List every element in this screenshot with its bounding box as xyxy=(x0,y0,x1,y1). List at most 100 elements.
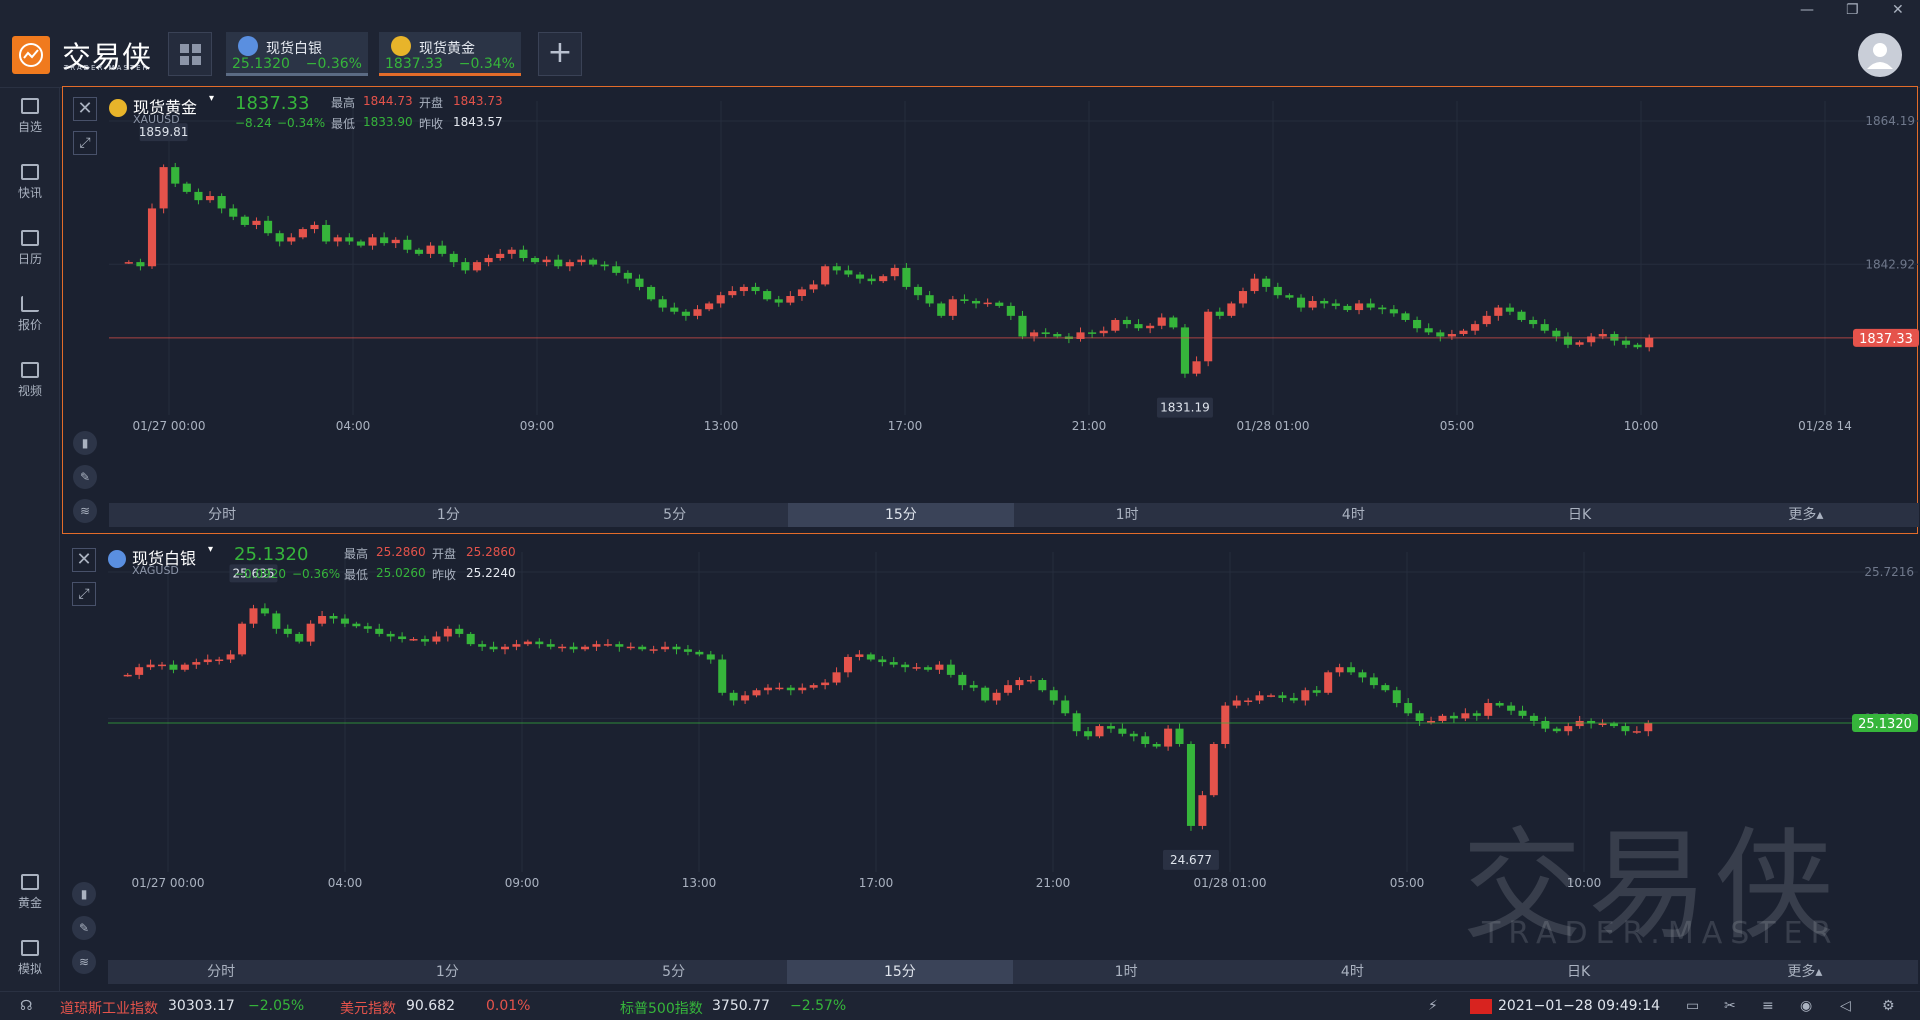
candle[interactable] xyxy=(797,289,807,297)
draw-pen-icon[interactable]: ✎ xyxy=(73,465,97,489)
candle[interactable] xyxy=(1006,305,1015,316)
candle[interactable] xyxy=(1472,713,1481,716)
candle[interactable] xyxy=(1529,715,1538,721)
candle[interactable] xyxy=(1401,313,1410,320)
symbol-name[interactable]: 现货白银 xyxy=(132,549,197,568)
candle[interactable] xyxy=(1540,324,1549,331)
candle[interactable] xyxy=(329,616,338,619)
candle[interactable] xyxy=(1038,680,1047,691)
candle[interactable] xyxy=(809,685,818,688)
candle[interactable] xyxy=(1164,728,1173,747)
candle[interactable] xyxy=(283,628,292,634)
add-tab-button[interactable]: + xyxy=(538,32,582,76)
candle[interactable] xyxy=(995,302,1004,306)
candle[interactable] xyxy=(306,623,315,642)
candle[interactable] xyxy=(1564,726,1573,732)
sidebar-item-watchlist[interactable]: 自选 xyxy=(0,98,60,135)
candle[interactable] xyxy=(554,259,563,267)
expand-icon[interactable]: ⤢ xyxy=(72,582,96,606)
candle[interactable] xyxy=(1289,697,1298,701)
candle[interactable] xyxy=(1296,297,1306,308)
candle[interactable] xyxy=(1459,330,1468,335)
candle[interactable] xyxy=(182,183,191,192)
candle[interactable] xyxy=(716,295,725,304)
candle[interactable] xyxy=(455,628,464,634)
close-window-icon[interactable]: ✕ xyxy=(1892,2,1904,18)
candle[interactable] xyxy=(855,654,864,657)
candle[interactable] xyxy=(1347,667,1356,673)
candle[interactable] xyxy=(1278,695,1287,698)
candle[interactable] xyxy=(1413,319,1422,329)
candle[interactable] xyxy=(558,646,567,649)
candle[interactable] xyxy=(484,258,493,263)
user-avatar-icon[interactable] xyxy=(1858,33,1902,77)
candle[interactable] xyxy=(1180,327,1190,374)
candle[interactable] xyxy=(809,284,818,290)
candle[interactable] xyxy=(1308,300,1317,308)
candle[interactable] xyxy=(1354,303,1364,311)
candle[interactable] xyxy=(1250,278,1259,292)
candle[interactable] xyxy=(1610,334,1619,341)
candle[interactable] xyxy=(264,220,273,234)
candle[interactable] xyxy=(363,626,372,629)
sidebar-item-news[interactable]: 快讯 xyxy=(0,164,60,201)
candle[interactable] xyxy=(855,274,865,279)
candle[interactable] xyxy=(718,659,727,693)
layout-grid-button[interactable] xyxy=(168,32,212,76)
candle[interactable] xyxy=(866,654,875,660)
candle[interactable] xyxy=(352,623,361,627)
candle[interactable] xyxy=(403,239,412,250)
candle[interactable] xyxy=(1529,319,1538,325)
candle[interactable] xyxy=(546,644,555,647)
candle[interactable] xyxy=(146,664,155,668)
candle[interactable] xyxy=(751,286,760,292)
candle[interactable] xyxy=(775,687,784,690)
candle[interactable] xyxy=(1645,337,1654,348)
candle[interactable] xyxy=(1084,731,1093,737)
candle[interactable] xyxy=(983,302,992,305)
sidebar-item-gold[interactable]: 黄金 xyxy=(0,874,60,911)
candle[interactable] xyxy=(1621,340,1631,345)
timeframe-2[interactable]: 5分 xyxy=(663,507,687,523)
candle[interactable] xyxy=(496,253,505,258)
candle[interactable] xyxy=(581,646,590,650)
candle[interactable] xyxy=(542,259,551,263)
candle[interactable] xyxy=(902,267,911,287)
sidebar-item-calendar[interactable]: 日历 xyxy=(0,230,60,267)
candle[interactable] xyxy=(1175,728,1184,744)
candle[interactable] xyxy=(889,662,898,665)
candle[interactable] xyxy=(272,613,281,629)
candle[interactable] xyxy=(670,307,679,312)
sidebar-item-quotes[interactable]: 报价 xyxy=(0,296,60,333)
candle[interactable] xyxy=(438,245,447,254)
candle[interactable] xyxy=(1461,713,1470,719)
candle[interactable] xyxy=(426,245,435,254)
candle[interactable] xyxy=(345,237,354,242)
candle[interactable] xyxy=(890,267,899,277)
candle[interactable] xyxy=(1563,336,1573,345)
indicator-icon[interactable]: ▮ xyxy=(73,431,97,455)
candle[interactable] xyxy=(1587,720,1596,724)
draw-pen-icon[interactable]: ✎ xyxy=(72,916,96,940)
candle[interactable] xyxy=(318,616,327,624)
candle[interactable] xyxy=(649,649,658,651)
candle[interactable] xyxy=(519,249,528,258)
candle[interactable] xyxy=(879,276,888,282)
candle[interactable] xyxy=(356,241,365,246)
candle[interactable] xyxy=(333,237,342,242)
candle[interactable] xyxy=(1255,695,1264,701)
candle[interactable] xyxy=(592,644,601,647)
candle[interactable] xyxy=(1598,723,1607,726)
candle[interactable] xyxy=(368,237,377,246)
candle[interactable] xyxy=(913,286,923,296)
candle[interactable] xyxy=(843,656,852,673)
candle[interactable] xyxy=(238,623,247,655)
candle[interactable] xyxy=(1061,700,1070,714)
candle[interactable] xyxy=(1517,311,1526,320)
candle[interactable] xyxy=(1118,728,1127,734)
candle[interactable] xyxy=(512,644,521,647)
candle[interactable] xyxy=(310,224,319,230)
candle[interactable] xyxy=(229,208,238,217)
candle[interactable] xyxy=(287,237,296,242)
candle[interactable] xyxy=(992,692,1001,701)
